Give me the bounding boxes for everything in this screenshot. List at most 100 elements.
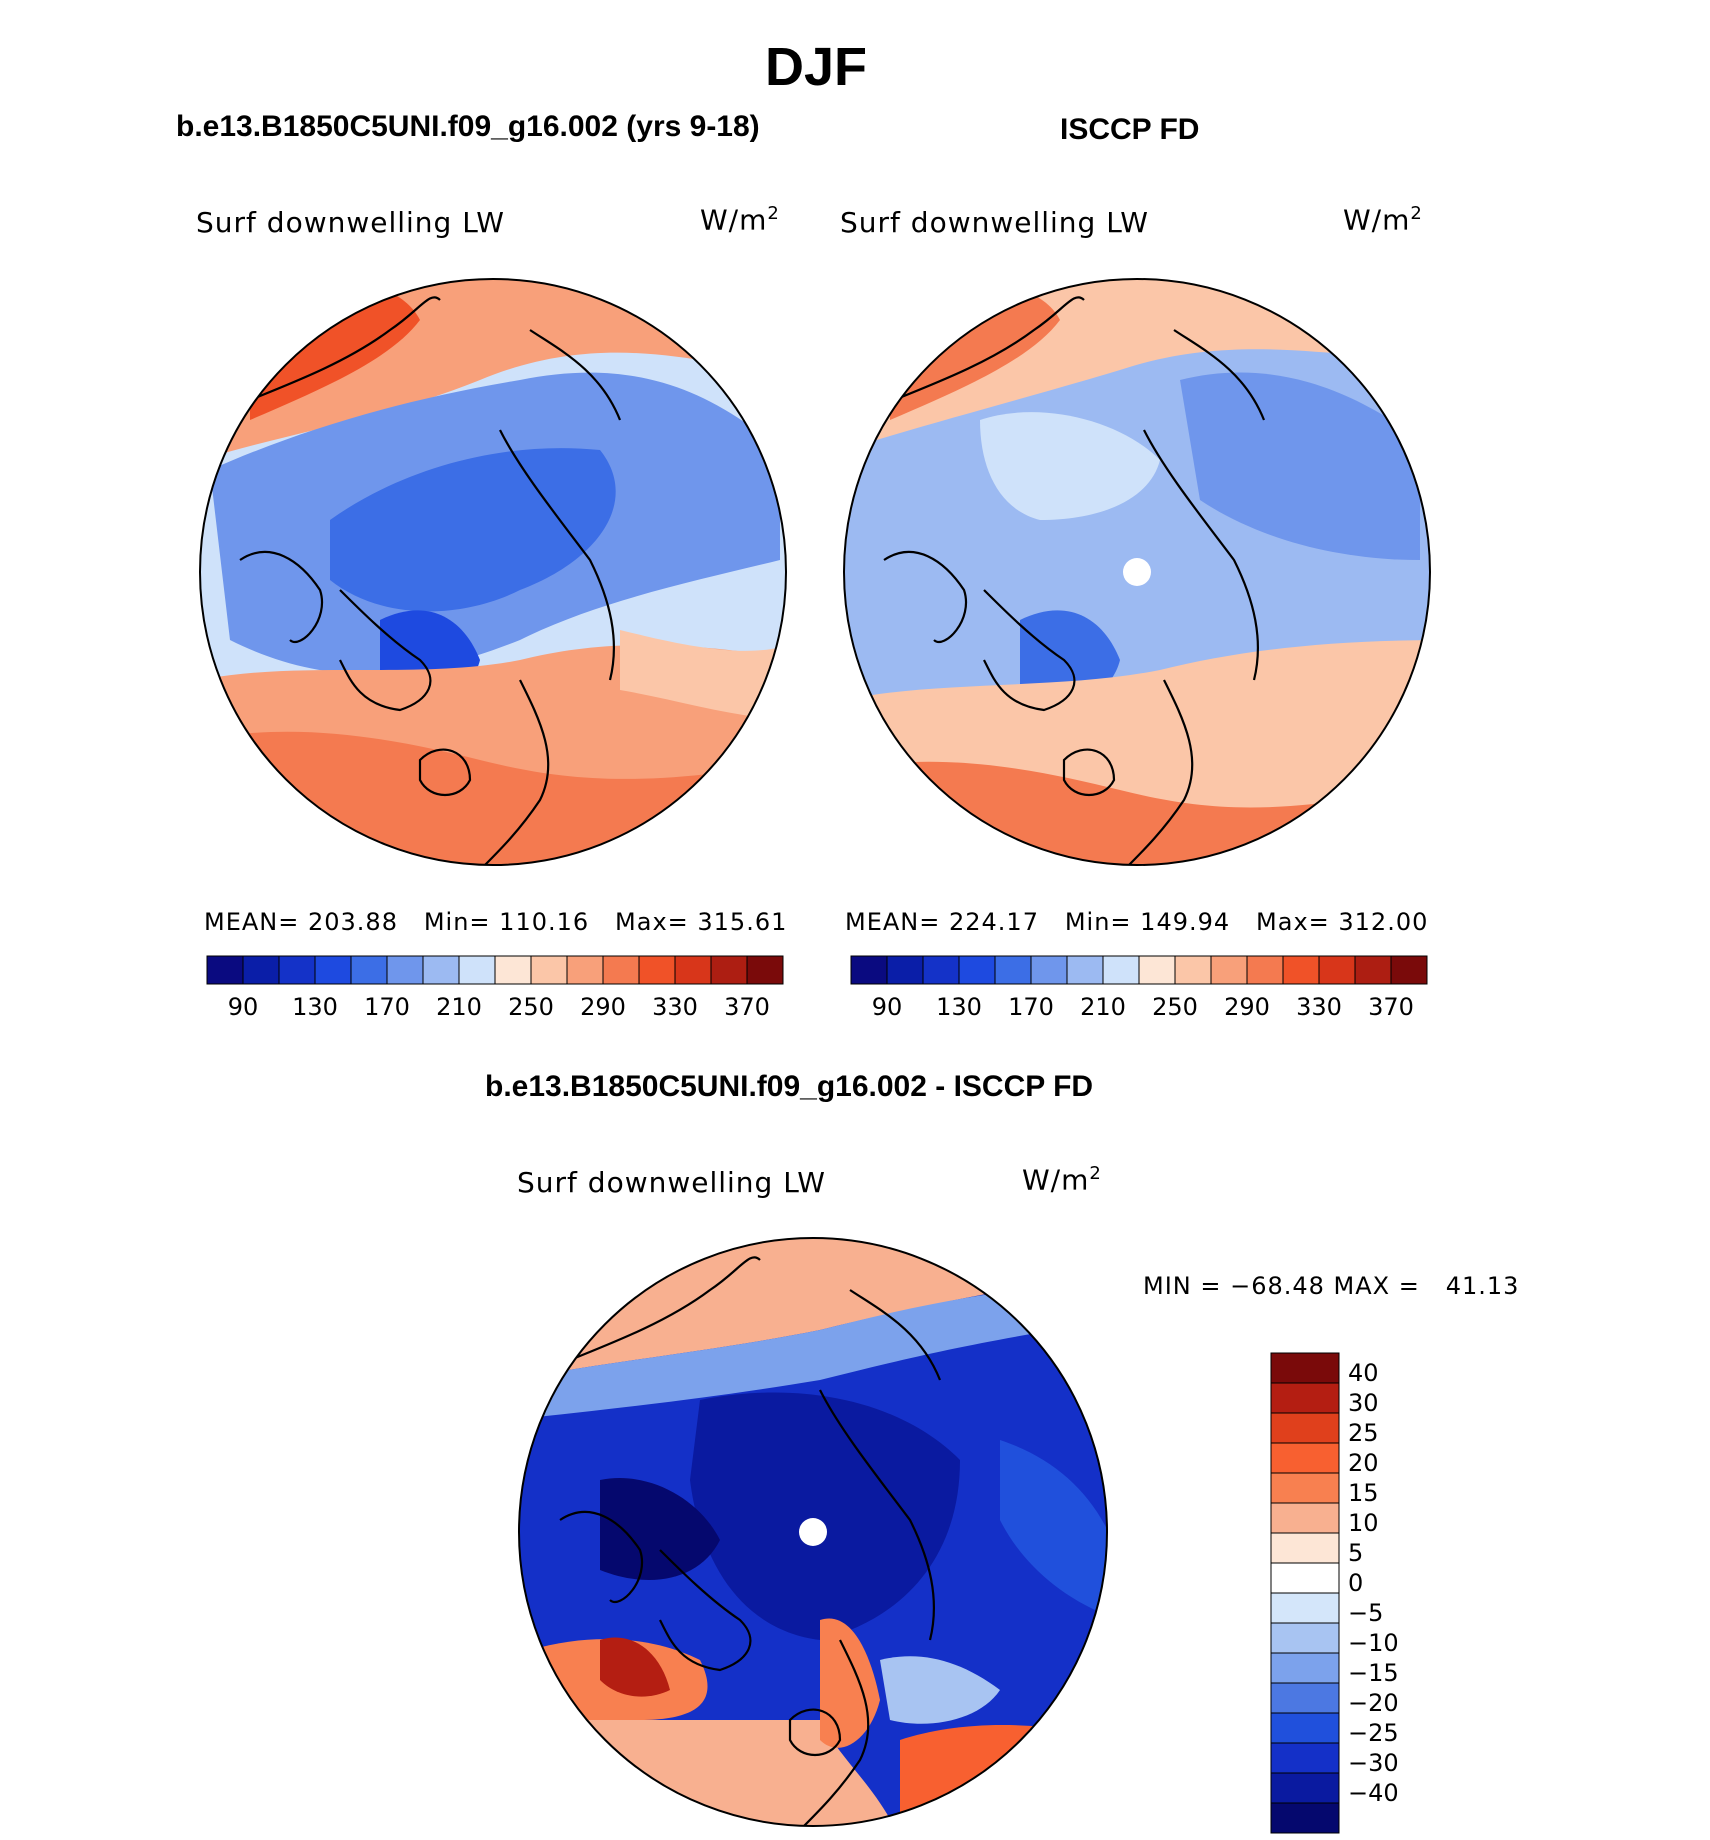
model-colorbar-tick-label: 330 bbox=[652, 993, 698, 1021]
model-stats: MEAN= 203.88 Min= 110.16 Max= 315.61 bbox=[204, 908, 788, 936]
diff-colorbar-tick-label: −25 bbox=[1348, 1719, 1399, 1747]
model-colorbar-swatch bbox=[314, 955, 352, 985]
model-colorbar-swatch bbox=[566, 955, 604, 985]
diff-colorbar-swatch bbox=[1270, 1682, 1340, 1714]
obs-map-border bbox=[843, 278, 1431, 866]
model-colorbar-swatch bbox=[494, 955, 532, 985]
diff-colorbar-swatch bbox=[1270, 1562, 1340, 1594]
obs-colorbar-swatch bbox=[1318, 955, 1356, 985]
obs-colorbar-swatch bbox=[1102, 955, 1140, 985]
season-title: DJF bbox=[764, 37, 867, 97]
obs-colorbar-swatch bbox=[1390, 955, 1428, 985]
diff-map bbox=[519, 1238, 1107, 1826]
obs-colorbar-swatch bbox=[958, 955, 996, 985]
obs-colorbar-swatch bbox=[994, 955, 1032, 985]
model-colorbar-swatch bbox=[206, 955, 244, 985]
diff-colorbar-swatch bbox=[1270, 1412, 1340, 1444]
diff-panel-title: b.e13.B1850C5UNI.f09_g16.002 - ISCCP FD bbox=[485, 1070, 1094, 1103]
diff-colorbar-swatches bbox=[1270, 1352, 1340, 1834]
model-colorbar-tick-label: 370 bbox=[724, 993, 770, 1021]
diff-colorbar-tick-label: −5 bbox=[1348, 1599, 1383, 1627]
obs-colorbar-tick-label: 90 bbox=[872, 993, 903, 1021]
diff-units-label: W/m2 bbox=[1022, 1163, 1102, 1197]
diff-colorbar-tick-label: −15 bbox=[1348, 1659, 1399, 1687]
obs-colorbar-swatch bbox=[850, 955, 888, 985]
diff-colorbar-tick-label: −10 bbox=[1348, 1629, 1399, 1657]
obs-stats: MEAN= 224.17 Min= 149.94 Max= 312.00 bbox=[845, 908, 1429, 936]
obs-units-label: W/m2 bbox=[1343, 203, 1423, 237]
diff-colorbar-tick-label: 40 bbox=[1348, 1359, 1379, 1387]
diff-colorbar-swatch bbox=[1270, 1712, 1340, 1744]
model-colorbar-swatch bbox=[530, 955, 568, 985]
model-panel-title: b.e13.B1850C5UNI.f09_g16.002 (yrs 9-18) bbox=[176, 110, 760, 143]
model-colorbar-swatch bbox=[350, 955, 388, 985]
model-colorbar-labels: 90 130 170 210 250 290 330 370 bbox=[228, 993, 770, 1021]
obs-colorbar-tick-label: 370 bbox=[1368, 993, 1414, 1021]
obs-colorbar-tick-label: 330 bbox=[1296, 993, 1342, 1021]
obs-colorbar-swatch bbox=[1138, 955, 1176, 985]
diff-colorbar-swatch bbox=[1270, 1592, 1340, 1624]
model-variable-label: Surf downwelling LW bbox=[196, 206, 505, 239]
model-colorbar-tick-label: 170 bbox=[364, 993, 410, 1021]
diff-colorbar-tick-label: 5 bbox=[1348, 1539, 1363, 1567]
diff-colorbar-swatch bbox=[1270, 1742, 1340, 1774]
diff-colorbar-swatch bbox=[1270, 1442, 1340, 1474]
diff-colorbar-tick-label: 15 bbox=[1348, 1479, 1379, 1507]
model-colorbar-swatches bbox=[206, 955, 784, 985]
diff-colorbar-tick-label: 0 bbox=[1348, 1569, 1363, 1597]
model-colorbar-swatch bbox=[602, 955, 640, 985]
obs-colorbar-swatch bbox=[1354, 955, 1392, 985]
diff-colorbar-swatch bbox=[1270, 1502, 1340, 1534]
obs-panel-title: ISCCP FD bbox=[1060, 113, 1200, 146]
model-colorbar-swatch bbox=[422, 955, 460, 985]
model-map-border bbox=[199, 278, 787, 866]
model-colorbar-tick-label: 250 bbox=[508, 993, 554, 1021]
diff-colorbar-swatch bbox=[1270, 1802, 1340, 1834]
obs-colorbar-tick-label: 290 bbox=[1224, 993, 1270, 1021]
model-colorbar-swatch bbox=[386, 955, 424, 985]
model-coastlines bbox=[239, 296, 622, 865]
obs-colorbar-swatches bbox=[850, 955, 1428, 985]
model-colorbar: 90 130 170 210 250 290 330 370 bbox=[206, 955, 784, 1021]
diff-colorbar-tick-label: −40 bbox=[1348, 1779, 1399, 1807]
obs-variable-label: Surf downwelling LW bbox=[840, 206, 1149, 239]
diff-colorbar-swatch bbox=[1270, 1652, 1340, 1684]
model-colorbar-swatch bbox=[278, 955, 316, 985]
obs-colorbar-swatch bbox=[1282, 955, 1320, 985]
diff-stats: MIN = −68.48 MAX = 41.13 bbox=[1143, 1272, 1520, 1300]
model-colorbar-swatch bbox=[638, 955, 676, 985]
obs-colorbar-swatch bbox=[922, 955, 960, 985]
diff-colorbar-tick-label: 20 bbox=[1348, 1449, 1379, 1477]
diff-colorbar-swatch bbox=[1270, 1382, 1340, 1414]
diff-colorbar-swatch bbox=[1270, 1472, 1340, 1504]
model-units-label: W/m2 bbox=[700, 203, 780, 237]
obs-colorbar-tick-label: 250 bbox=[1152, 993, 1198, 1021]
obs-colorbar-tick-label: 210 bbox=[1080, 993, 1126, 1021]
diff-colorbar-swatch bbox=[1270, 1532, 1340, 1564]
model-colorbar-swatch bbox=[674, 955, 712, 985]
model-colorbar-swatch bbox=[242, 955, 280, 985]
obs-colorbar: 90 130 170 210 250 290 330 370 bbox=[850, 955, 1428, 1021]
obs-colorbar-swatch bbox=[1174, 955, 1212, 985]
diff-colorbar-swatch bbox=[1270, 1352, 1340, 1384]
diff-coastlines bbox=[559, 1256, 942, 1826]
diff-colorbar-tick-label: 25 bbox=[1348, 1419, 1379, 1447]
model-colorbar-tick-label: 210 bbox=[436, 993, 482, 1021]
obs-map bbox=[844, 279, 1430, 865]
obs-colorbar-tick-label: 130 bbox=[936, 993, 982, 1021]
model-colorbar-tick-label: 290 bbox=[580, 993, 626, 1021]
obs-colorbar-swatch bbox=[1066, 955, 1104, 985]
obs-colorbar-tick-label: 170 bbox=[1008, 993, 1054, 1021]
diff-colorbar-swatch bbox=[1270, 1622, 1340, 1654]
obs-colorbar-swatch bbox=[886, 955, 924, 985]
diff-colorbar-tick-label: 30 bbox=[1348, 1389, 1379, 1417]
diff-colorbar-tick-label: −20 bbox=[1348, 1689, 1399, 1717]
model-colorbar-tick-label: 130 bbox=[292, 993, 338, 1021]
diff-colorbar-tick-label: −30 bbox=[1348, 1749, 1399, 1777]
diff-variable-label: Surf downwelling LW bbox=[517, 1166, 826, 1199]
diff-colorbar-tick-label: 10 bbox=[1348, 1509, 1379, 1537]
diff-colorbar-swatch bbox=[1270, 1772, 1340, 1804]
model-colorbar-swatch bbox=[710, 955, 748, 985]
